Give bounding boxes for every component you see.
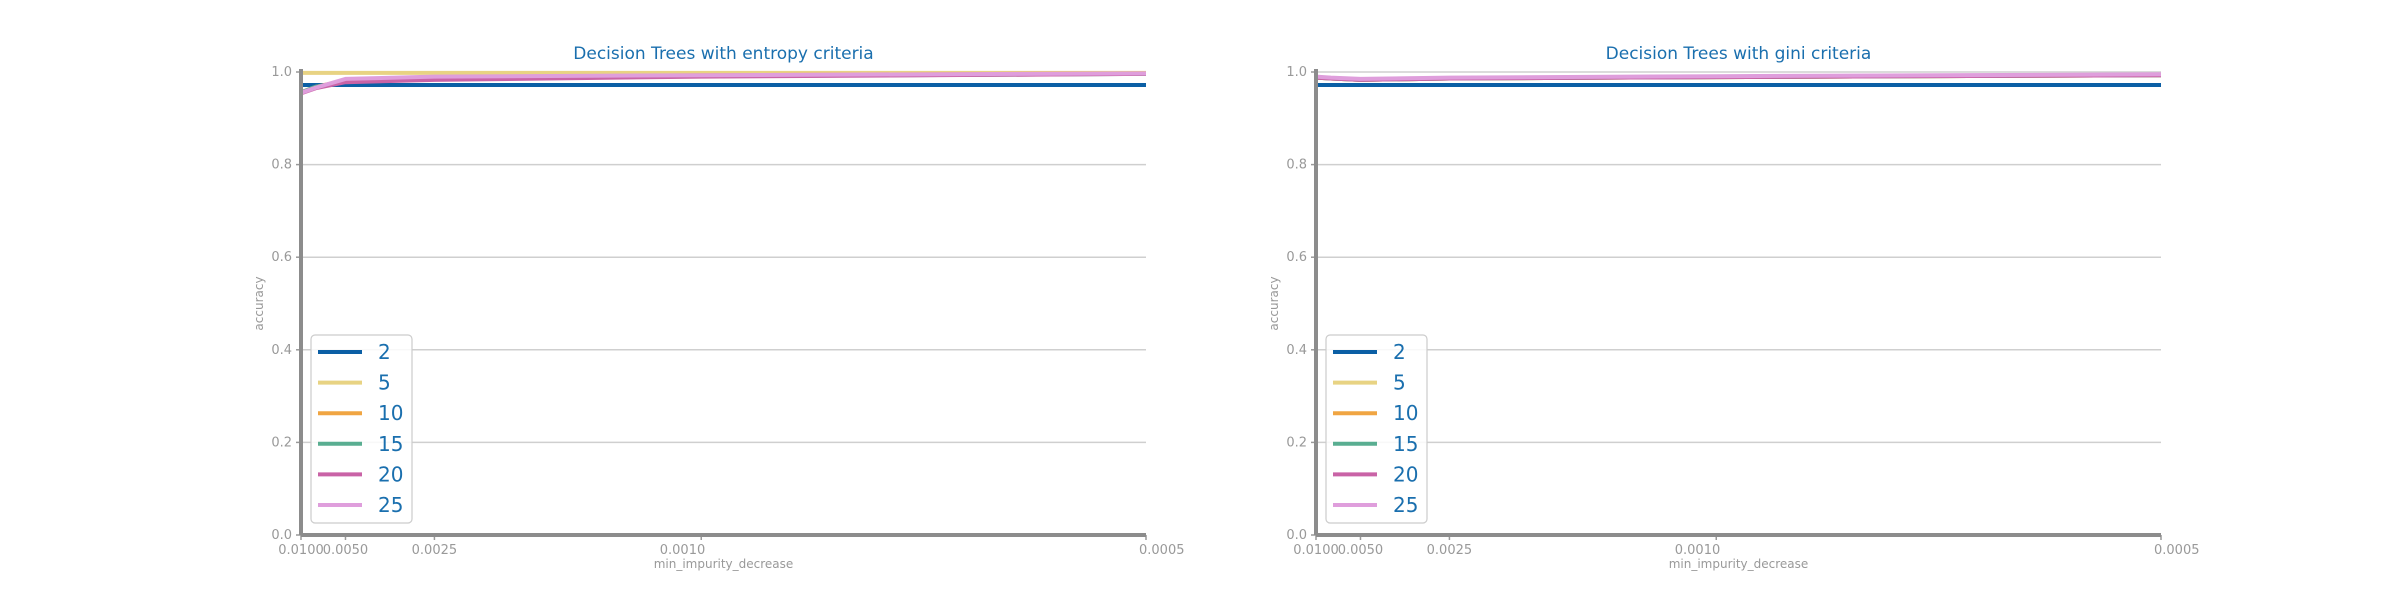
x-tick-label: 0.0100 bbox=[1293, 543, 1339, 558]
x-tick-label: 0.0050 bbox=[1338, 543, 1384, 558]
y-tick-label: 0.6 bbox=[1286, 250, 1307, 265]
y-tick-label: 0.8 bbox=[1286, 158, 1307, 173]
x-tick-label: 0.0010 bbox=[1675, 543, 1721, 558]
chart-title: Decision Trees with entropy criteria bbox=[573, 44, 873, 64]
chart-panel-1: Decision Trees with entropy criteria0.00… bbox=[252, 44, 1185, 571]
legend-label-5: 5 bbox=[1393, 371, 1406, 395]
y-tick-label: 0.0 bbox=[1286, 528, 1307, 543]
chart-title: Decision Trees with gini criteria bbox=[1606, 44, 1872, 64]
y-tick-label: 0.4 bbox=[1286, 343, 1307, 358]
x-tick-label: 0.0005 bbox=[2154, 543, 2200, 558]
y-tick-label: 0.8 bbox=[271, 158, 292, 173]
series-line-25 bbox=[1315, 72, 2162, 81]
y-tick-label: 0.2 bbox=[271, 435, 292, 450]
legend-label-20: 20 bbox=[1393, 462, 1418, 486]
legend-label-2: 2 bbox=[1393, 340, 1406, 364]
legend-label-5: 5 bbox=[378, 371, 391, 395]
y-axis-label: accuracy bbox=[1267, 276, 1281, 330]
y-axis-label: accuracy bbox=[252, 276, 266, 330]
legend-label-10: 10 bbox=[1393, 401, 1418, 425]
x-tick-label: 0.0005 bbox=[1139, 543, 1185, 558]
y-tick-label: 1.0 bbox=[271, 65, 292, 80]
y-tick-label: 0.0 bbox=[271, 528, 292, 543]
legend-label-2: 2 bbox=[378, 340, 391, 364]
x-tick-label: 0.0025 bbox=[412, 543, 458, 558]
legend-label-20: 20 bbox=[378, 462, 403, 486]
y-tick-label: 0.6 bbox=[271, 250, 292, 265]
legend-label-25: 25 bbox=[1393, 493, 1418, 517]
legend-label-15: 15 bbox=[378, 432, 403, 456]
x-axis-label: min_impurity_decrease bbox=[654, 557, 794, 571]
series-line-25 bbox=[300, 71, 1147, 95]
x-axis-label: min_impurity_decrease bbox=[1669, 557, 1809, 571]
chart-panel-2: Decision Trees with gini criteria 0.0 0.2 0… bbox=[1267, 44, 2200, 571]
legend-label-10: 10 bbox=[378, 401, 403, 425]
x-tick-label: 0.0025 bbox=[1427, 543, 1473, 558]
x-tick-label: 0.0050 bbox=[323, 543, 369, 558]
y-tick-label: 0.2 bbox=[1286, 435, 1307, 450]
y-tick-label: 1.0 bbox=[1286, 65, 1307, 80]
x-tick-label: 0.0010 bbox=[660, 543, 706, 558]
x-tick-label: 0.0100 bbox=[278, 543, 324, 558]
y-tick-label: 0.4 bbox=[271, 343, 292, 358]
legend-label-25: 25 bbox=[378, 493, 403, 517]
legend-label-15: 15 bbox=[1393, 432, 1418, 456]
